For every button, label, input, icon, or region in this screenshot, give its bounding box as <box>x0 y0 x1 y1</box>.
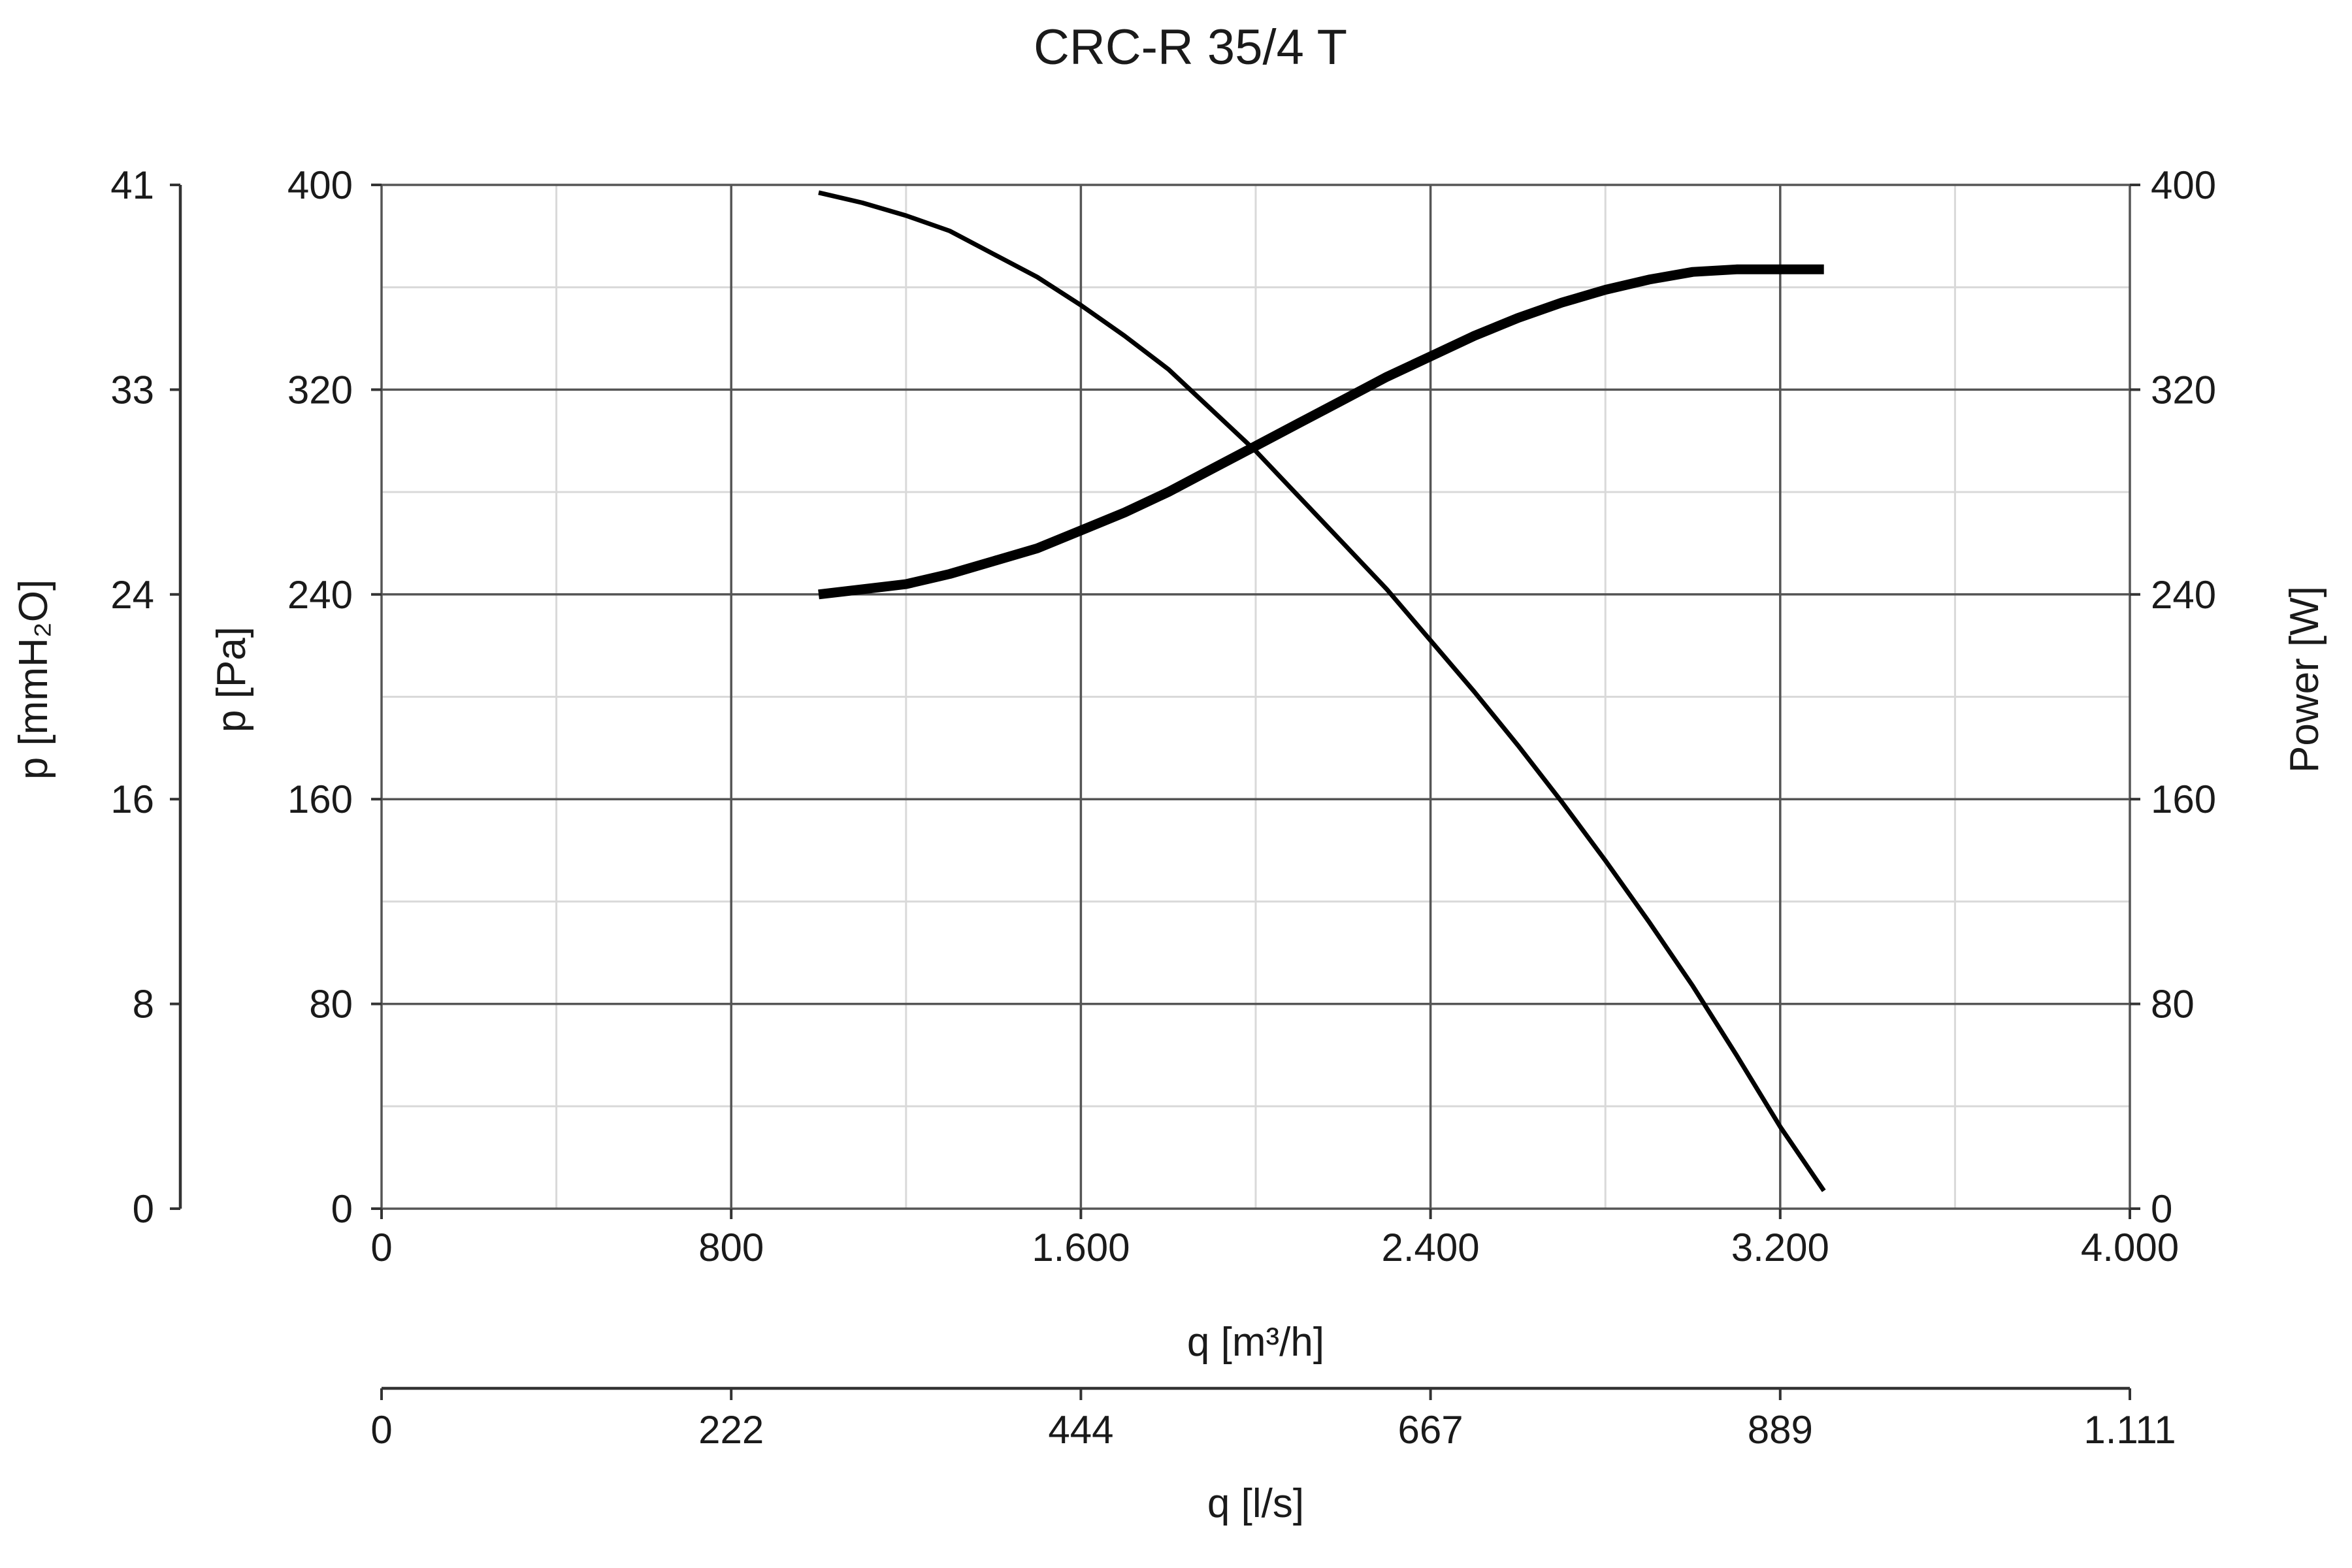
tick-labels: 0 80 160 240 320 400 0 8 16 24 33 41 0 80 160 240 320 400… <box>110 163 2216 1452</box>
y-right-tick-label: 160 <box>2151 777 2216 821</box>
y-left-tick-label: 320 <box>287 368 353 412</box>
y-left-outer-tick-label: 24 <box>110 573 154 617</box>
y-left-axis-label: p [Pa] <box>209 627 254 732</box>
y-right-tick-label: 240 <box>2151 573 2216 617</box>
x-tick-label: 0 <box>370 1226 392 1269</box>
x-tick-label: 2.400 <box>1382 1226 1480 1269</box>
x2-axis-label: q [l/s] <box>1207 1481 1304 1526</box>
axes <box>170 184 2140 1400</box>
y-left-tick-label: 400 <box>287 163 353 207</box>
x2-tick-label: 889 <box>1748 1408 1813 1452</box>
x-axis-label: q [m³/h] <box>1187 1320 1324 1365</box>
x2-tick-label: 222 <box>698 1408 764 1452</box>
series-line-power <box>818 264 1824 600</box>
y-right-tick-label: 0 <box>2151 1187 2172 1231</box>
series-line-pressure <box>818 190 1826 1192</box>
x-tick-label: 1.600 <box>1032 1226 1130 1269</box>
series-layer <box>818 190 1826 1192</box>
y-right-tick-label: 400 <box>2151 163 2216 207</box>
y-right-tick-label: 320 <box>2151 368 2216 412</box>
y-left-outer-axis-label: p [mmH₂O] <box>11 580 56 780</box>
y-right-axis-label: Power [W] <box>2282 586 2327 773</box>
x2-tick-label: 667 <box>1398 1408 1463 1452</box>
y-left-outer-tick-label: 0 <box>133 1187 154 1231</box>
y-left-outer-tick-label: 16 <box>110 777 154 821</box>
y-left-tick-label: 160 <box>287 777 353 821</box>
x2-tick-label: 0 <box>370 1408 392 1452</box>
y-right-tick-label: 80 <box>2151 983 2195 1026</box>
x-tick-label: 3.200 <box>1731 1226 1829 1269</box>
grid <box>380 184 2131 1210</box>
x2-tick-label: 1.111 <box>2083 1408 2176 1452</box>
chart-title: CRC-R 35/4 T <box>1034 20 1347 75</box>
y-left-outer-tick-label: 33 <box>110 368 154 412</box>
y-left-outer-tick-label: 41 <box>110 163 154 207</box>
y-left-tick-label: 80 <box>309 983 353 1026</box>
x-tick-label: 800 <box>698 1226 764 1269</box>
y-left-tick-label: 240 <box>287 573 353 617</box>
x-tick-label: 4.000 <box>2081 1226 2179 1269</box>
y-left-tick-label: 0 <box>331 1187 353 1231</box>
y-left-outer-tick-label: 8 <box>133 983 154 1026</box>
x2-tick-label: 444 <box>1048 1408 1113 1452</box>
